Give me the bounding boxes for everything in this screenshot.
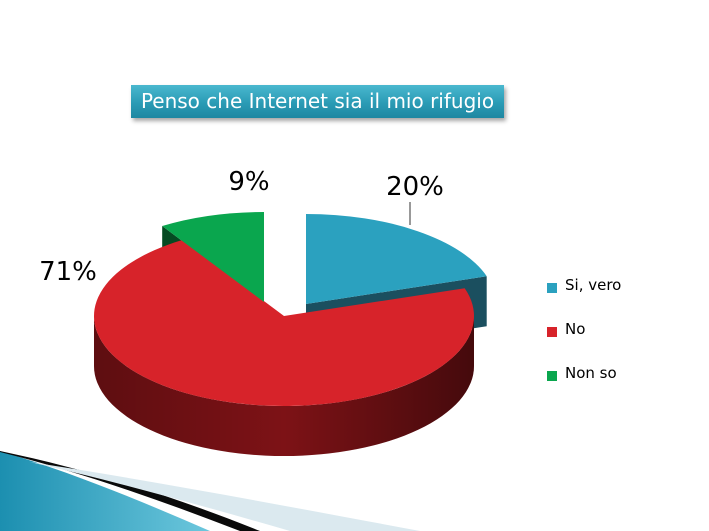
chart-title: Penso che Internet sia il mio rifugio [131, 85, 504, 118]
legend-label: No [565, 320, 586, 338]
pie-slice-non-so [162, 212, 264, 302]
pie-slice-si-vero [306, 214, 487, 304]
pie-slice-no [93, 240, 474, 406]
bottom-wave-decoration [0, 451, 420, 531]
legend-swatch-si-vero [547, 283, 557, 293]
legend-swatch-no [547, 327, 557, 337]
legend-label: Non so [565, 364, 617, 382]
legend-swatch-non-so [547, 371, 557, 381]
data-label-no: 71% [39, 257, 97, 287]
data-label-si-vero: 20% [386, 172, 444, 202]
legend-label: Si, vero [565, 276, 622, 294]
pie-side-shade-no [94, 316, 474, 456]
data-label-non-so: 9% [228, 167, 269, 197]
